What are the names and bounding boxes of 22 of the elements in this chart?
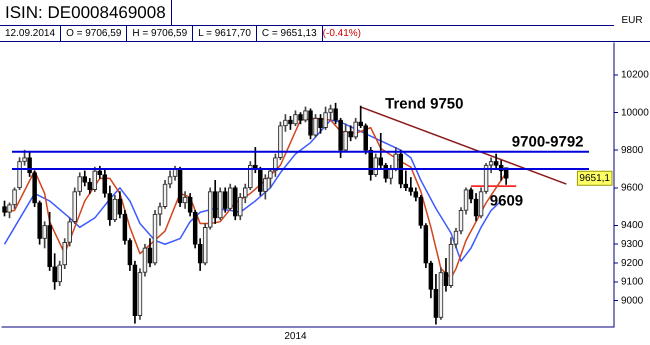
annotation: 9609 — [490, 192, 524, 210]
y-tick-label: 9100 — [621, 276, 644, 288]
annotation: 9651,1 — [579, 172, 610, 184]
text: O = 9706,59 — [61, 26, 128, 41]
y-tick-label: 10200 — [621, 70, 650, 81]
y-tick-label: 9800 — [621, 144, 644, 156]
y-axis-title: EUR — [620, 14, 644, 28]
text: (-0.41%) — [322, 27, 362, 41]
text: L = 9617,70 — [193, 26, 257, 41]
y-tick-label: 9300 — [621, 238, 644, 250]
chart-subtitle: 12.09.2014 — [0, 26, 62, 41]
annotation: Trend 9750 — [385, 95, 464, 112]
x-tick-label: 2014 — [284, 330, 308, 342]
annotation: 9700-9792 — [512, 134, 584, 151]
y-tick-label: 9400 — [621, 220, 644, 232]
text: C = 9651,13 — [256, 26, 323, 41]
y-tick-label: 9600 — [621, 182, 644, 194]
y-tick-label: 9000 — [621, 295, 644, 306]
y-tick-label: 10000 — [621, 107, 650, 118]
text: H = 9706,59 — [127, 26, 194, 41]
chart-title: ISIN: DE0008469008 — [0, 0, 172, 26]
y-tick-label: 9200 — [621, 258, 644, 269]
